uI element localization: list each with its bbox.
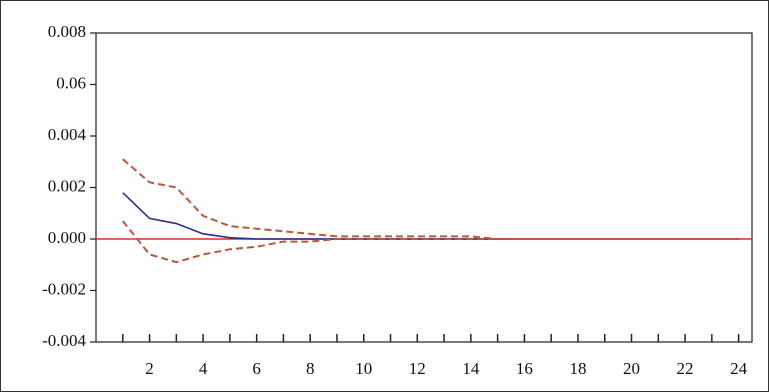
y-tick-label: 0.002 xyxy=(48,176,86,195)
x-tick-label: 18 xyxy=(569,359,586,378)
x-tick-label: 4 xyxy=(199,359,208,378)
x-tick-label: 16 xyxy=(516,359,533,378)
x-tick-label: 6 xyxy=(252,359,261,378)
y-tick-label: 0.008 xyxy=(48,22,86,41)
x-tick-label: 20 xyxy=(623,359,640,378)
x-tick-label: 8 xyxy=(306,359,315,378)
x-tick-label: 24 xyxy=(730,359,748,378)
y-tick-label: 0.000 xyxy=(48,228,86,247)
band-line xyxy=(121,220,739,264)
band-line xyxy=(122,158,739,240)
y-tick-label: -0.004 xyxy=(42,331,86,350)
x-tick-label: 12 xyxy=(409,359,426,378)
x-tick-label: 22 xyxy=(677,359,694,378)
x-tick-label: 10 xyxy=(355,359,372,378)
y-tick-label: 0.06 xyxy=(56,73,86,92)
x-tick-label: 2 xyxy=(145,359,154,378)
y-tick-label: -0.002 xyxy=(42,279,86,298)
x-tick-label: 14 xyxy=(462,359,480,378)
y-tick-label: 0.004 xyxy=(48,125,87,144)
